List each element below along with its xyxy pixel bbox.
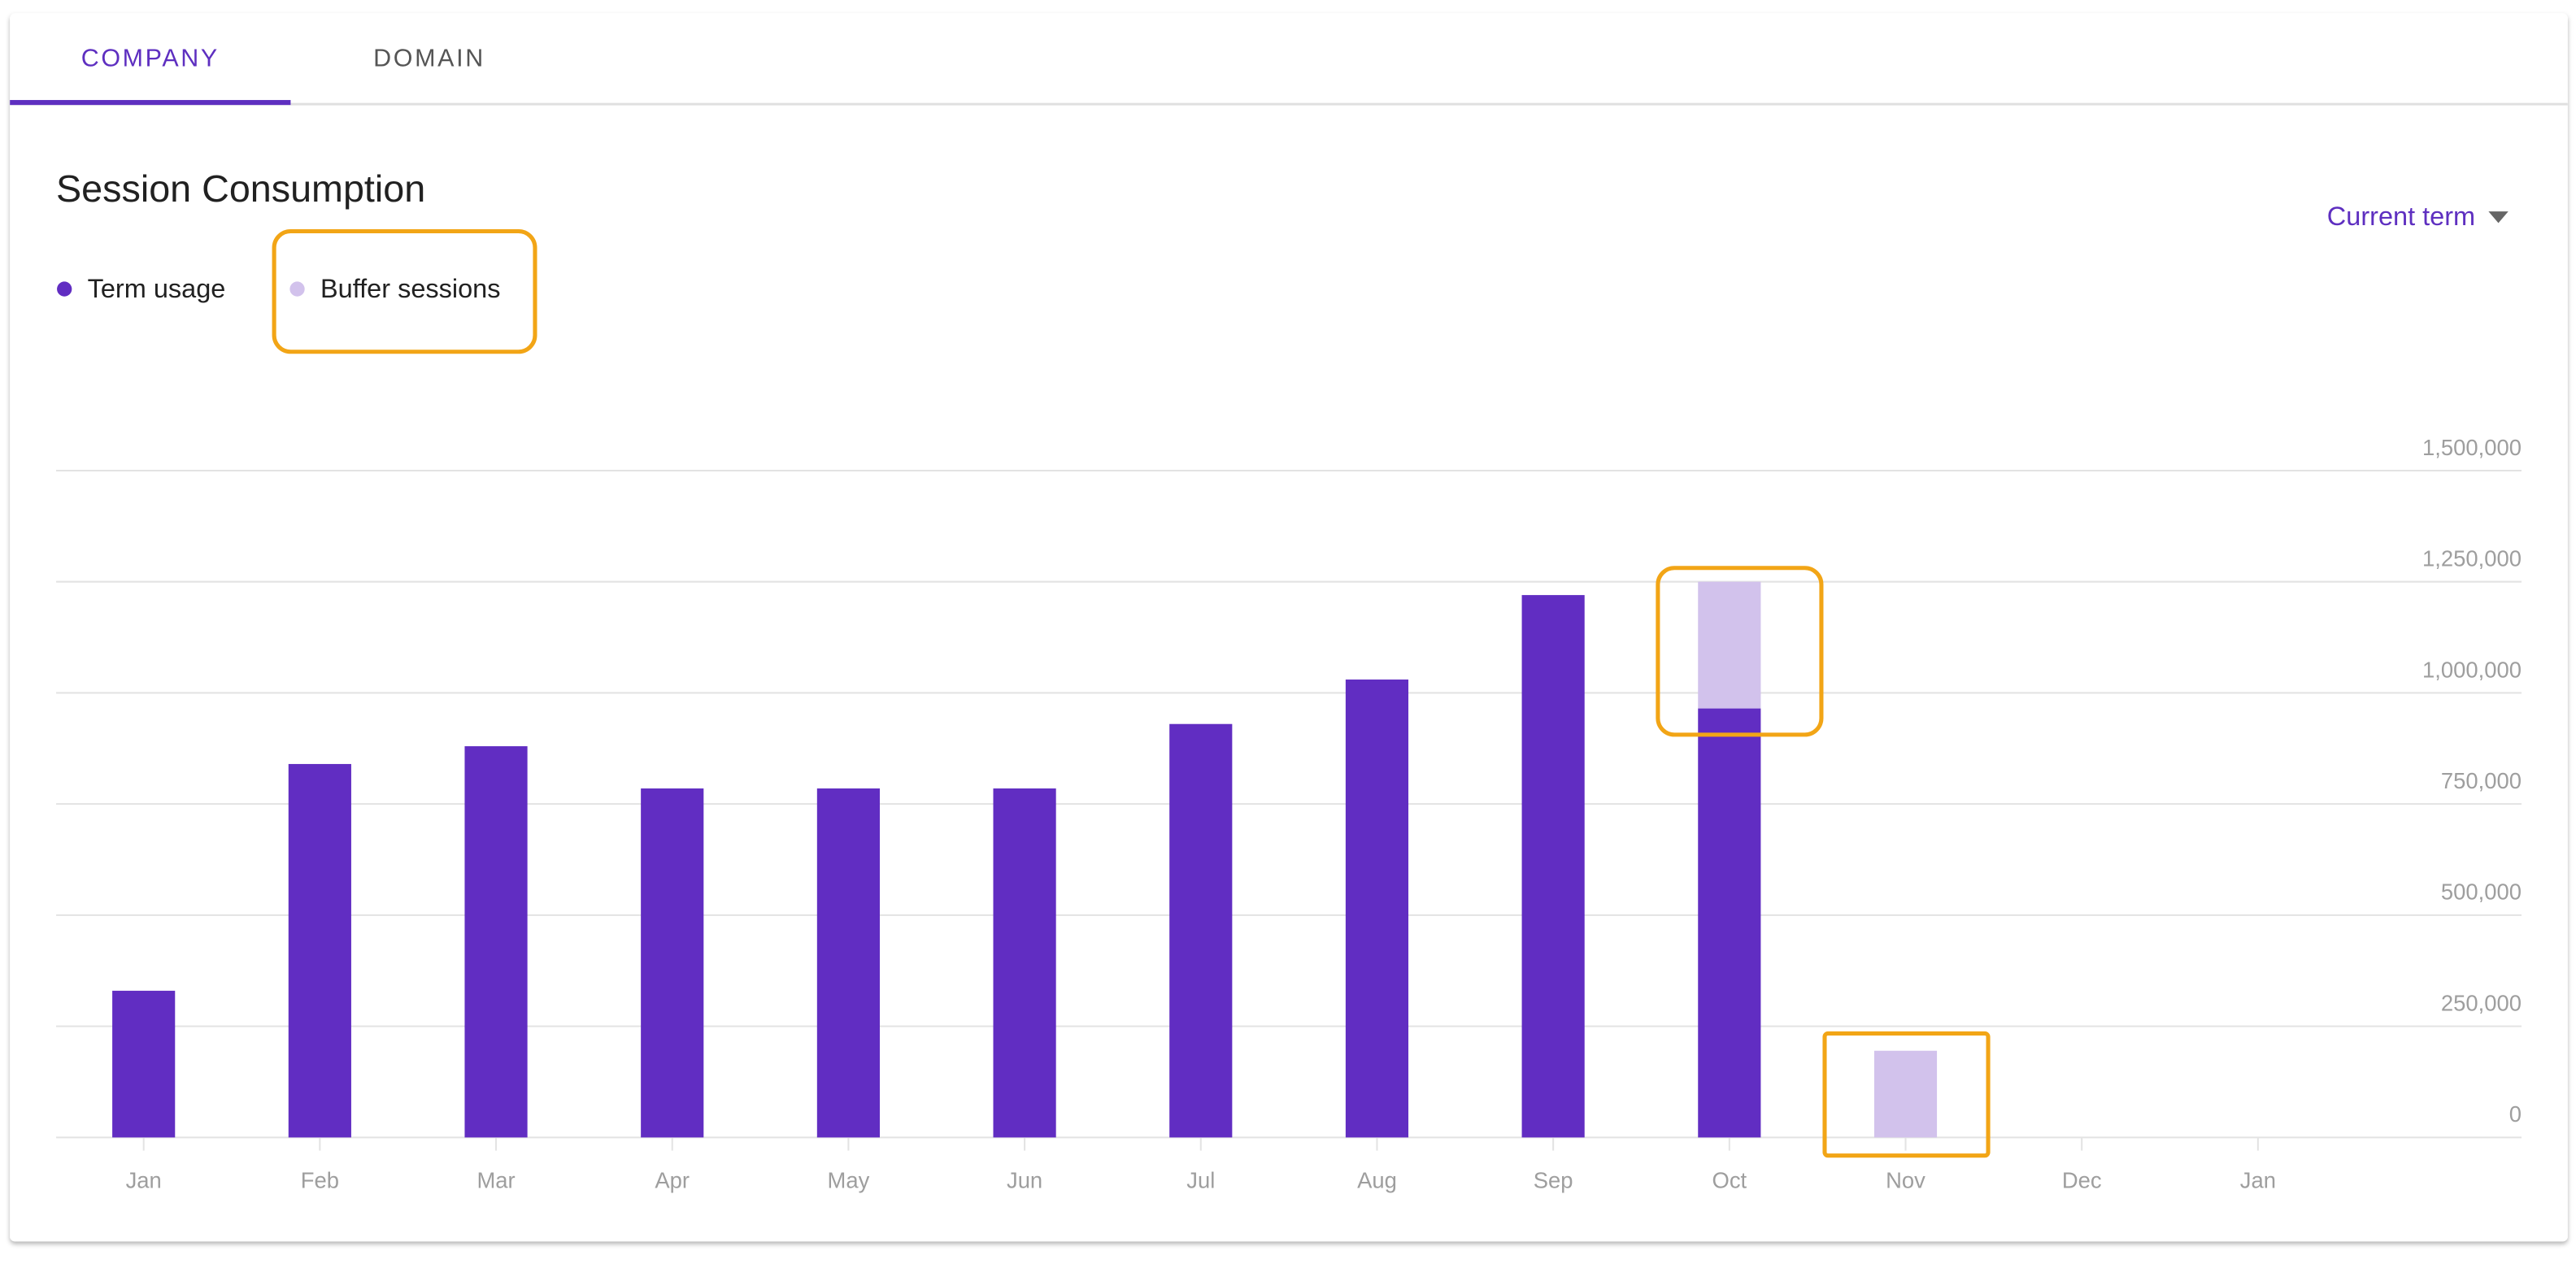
bar-segment (641, 788, 704, 1138)
x-tick-label: Apr (655, 1167, 690, 1192)
dropdown-caret[interactable] (2488, 211, 2509, 224)
highlight-box (1822, 1031, 1991, 1158)
x-tick-label: Feb (301, 1167, 339, 1192)
x-tick-label: Jan (126, 1167, 162, 1192)
bar-segment (1345, 680, 1409, 1138)
bar-segment (1169, 723, 1233, 1138)
x-tick-label: Mar (476, 1167, 515, 1192)
x-tick-label: Oct (1712, 1167, 1747, 1192)
x-tick-label: Dec (2062, 1167, 2102, 1192)
y-tick-label: 1,250,000 (2422, 546, 2522, 571)
y-tick-label: 0 (2509, 1101, 2522, 1127)
tab-company[interactable]: COMPANY (81, 44, 220, 72)
x-tick-label: May (828, 1167, 870, 1192)
x-tick-label: Nov (1886, 1167, 1925, 1192)
highlight-box (1656, 566, 1824, 737)
y-tick-label: 1,000,000 (2422, 657, 2522, 682)
highlight-box (272, 228, 537, 354)
y-tick-label: 250,000 (2441, 990, 2522, 1015)
tab-indicator (10, 100, 291, 106)
x-tick-label: Aug (1357, 1167, 1397, 1192)
bar-segment (112, 990, 176, 1138)
x-tick-label: Jun (1007, 1167, 1042, 1192)
term-filter[interactable]: Current term (2327, 202, 2475, 231)
bar-segment (1521, 595, 1585, 1138)
bar-segment (1873, 1050, 1938, 1138)
y-tick-label: 750,000 (2441, 768, 2522, 793)
legend-dot (57, 281, 72, 297)
legend-dot (289, 281, 305, 297)
bar-segment (464, 746, 528, 1138)
legend-label: Term usage (88, 274, 226, 303)
y-tick-label: 500,000 (2441, 879, 2522, 905)
tab-domain[interactable]: DOMAIN (373, 44, 485, 72)
bar-segment (816, 788, 880, 1138)
bar-segment (1698, 708, 1761, 1138)
bar-segment (993, 788, 1056, 1138)
bar-segment (288, 763, 351, 1138)
chart-title: Session Consumption (56, 167, 425, 210)
bar-segment (1698, 581, 1761, 709)
x-tick-label: Jul (1186, 1167, 1215, 1192)
y-tick-label: 1,500,000 (2422, 435, 2522, 460)
x-tick-label: Sep (1534, 1167, 1573, 1192)
legend-label: Buffer sessions (320, 274, 501, 303)
x-tick-label: Jan (2240, 1167, 2276, 1192)
